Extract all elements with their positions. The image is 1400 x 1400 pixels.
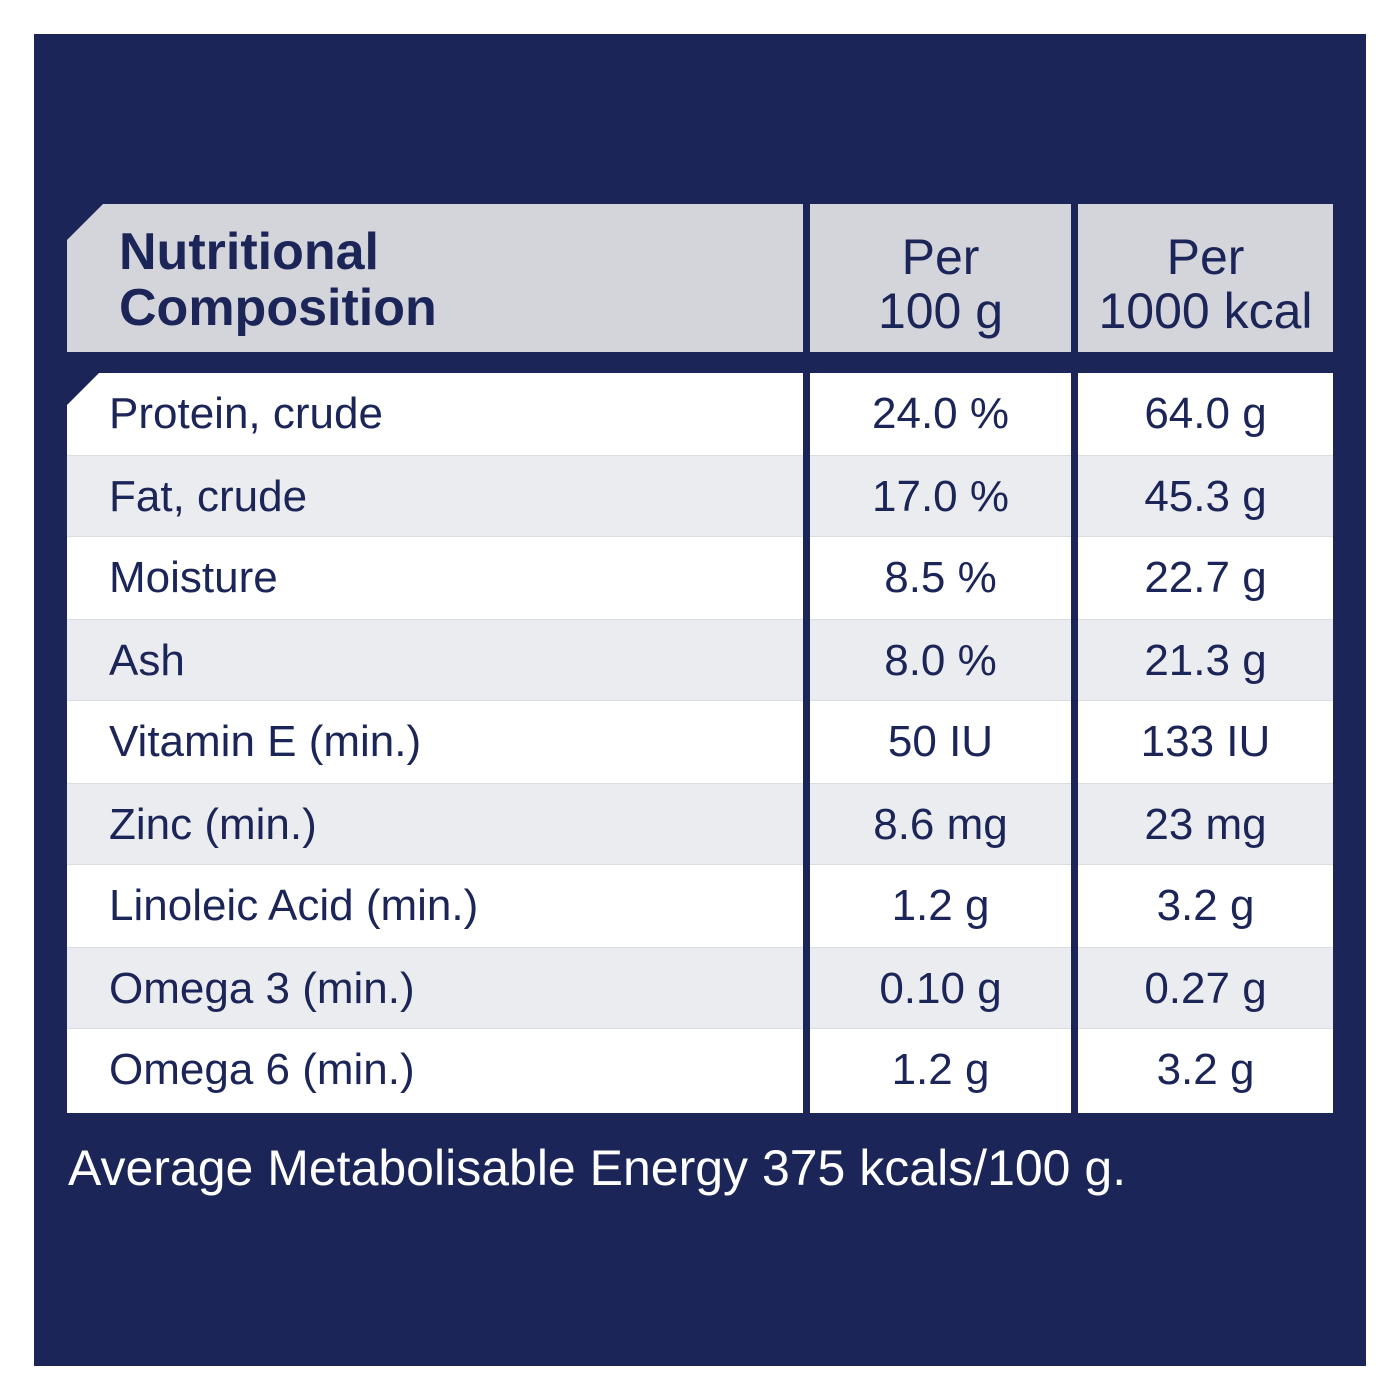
per-1000kcal-value: 133 IU: [1140, 717, 1271, 766]
header-per-100g: Per 100 g: [810, 204, 1071, 352]
nutrient-name: Fat, crude: [67, 455, 803, 537]
per-1000kcal-value: 45.3 g: [1078, 455, 1333, 537]
header-col1-line2: 100 g: [877, 283, 1004, 339]
energy-footnote: Average Metabolisable Energy 375 kcals/1…: [68, 1140, 1127, 1196]
per-1000kcal-value: 23 mg: [1078, 783, 1333, 865]
per-1000kcal-value: 22.7 g: [1144, 553, 1267, 602]
header-col2-line2: 1000 kcal: [1098, 283, 1313, 339]
nutrient-name: Protein, crude: [109, 389, 383, 438]
nutrient-name: Moisture: [109, 553, 278, 602]
per-100g-value: 17.0 %: [810, 455, 1071, 537]
nutrient-name-column: Protein, crude Fat, crude Moisture Ash V…: [67, 373, 803, 1113]
per-100g-value: 0.10 g: [810, 947, 1071, 1029]
nutrient-name: Zinc (min.): [67, 783, 803, 865]
nutrient-name: Omega 3 (min.): [67, 947, 803, 1029]
header-nutritional-composition: Nutritional Composition: [67, 204, 803, 352]
per-100g-value: 24.0 %: [872, 389, 1009, 438]
header-label-line2: Composition: [119, 279, 437, 337]
per-1000kcal-value: 3.2 g: [1156, 881, 1255, 930]
header-col2-line1: Per: [1166, 229, 1245, 285]
header-label-line1: Nutritional: [119, 223, 379, 281]
per-100g-value: 50 IU: [887, 717, 994, 766]
per-100g-value: 1.2 g: [891, 881, 990, 930]
nutrient-name: Vitamin E (min.): [109, 717, 422, 766]
per-100g-column: 24.0 % 17.0 % 8.5 % 8.0 % 50 IU 8.6 mg 1…: [810, 373, 1071, 1113]
per-1000kcal-value: 64.0 g: [1144, 389, 1267, 438]
header-per-1000kcal: Per 1000 kcal: [1078, 204, 1333, 352]
per-1000kcal-value: 21.3 g: [1078, 619, 1333, 701]
nutrient-name: Ash: [67, 619, 803, 701]
nutrient-name: Linoleic Acid (min.): [109, 881, 479, 930]
per-1000kcal-value: 3.2 g: [1156, 1045, 1255, 1094]
per-100g-value: 8.0 %: [810, 619, 1071, 701]
per-1000kcal-value: 0.27 g: [1078, 947, 1333, 1029]
header-col1-line1: Per: [901, 229, 980, 285]
per-1000kcal-column: 64.0 g 45.3 g 22.7 g 21.3 g 133 IU 23 mg…: [1078, 373, 1333, 1113]
per-100g-value: 1.2 g: [891, 1045, 990, 1094]
per-100g-value: 8.6 mg: [810, 783, 1071, 865]
per-100g-value: 8.5 %: [884, 553, 997, 602]
nutrient-name: Omega 6 (min.): [109, 1045, 415, 1094]
